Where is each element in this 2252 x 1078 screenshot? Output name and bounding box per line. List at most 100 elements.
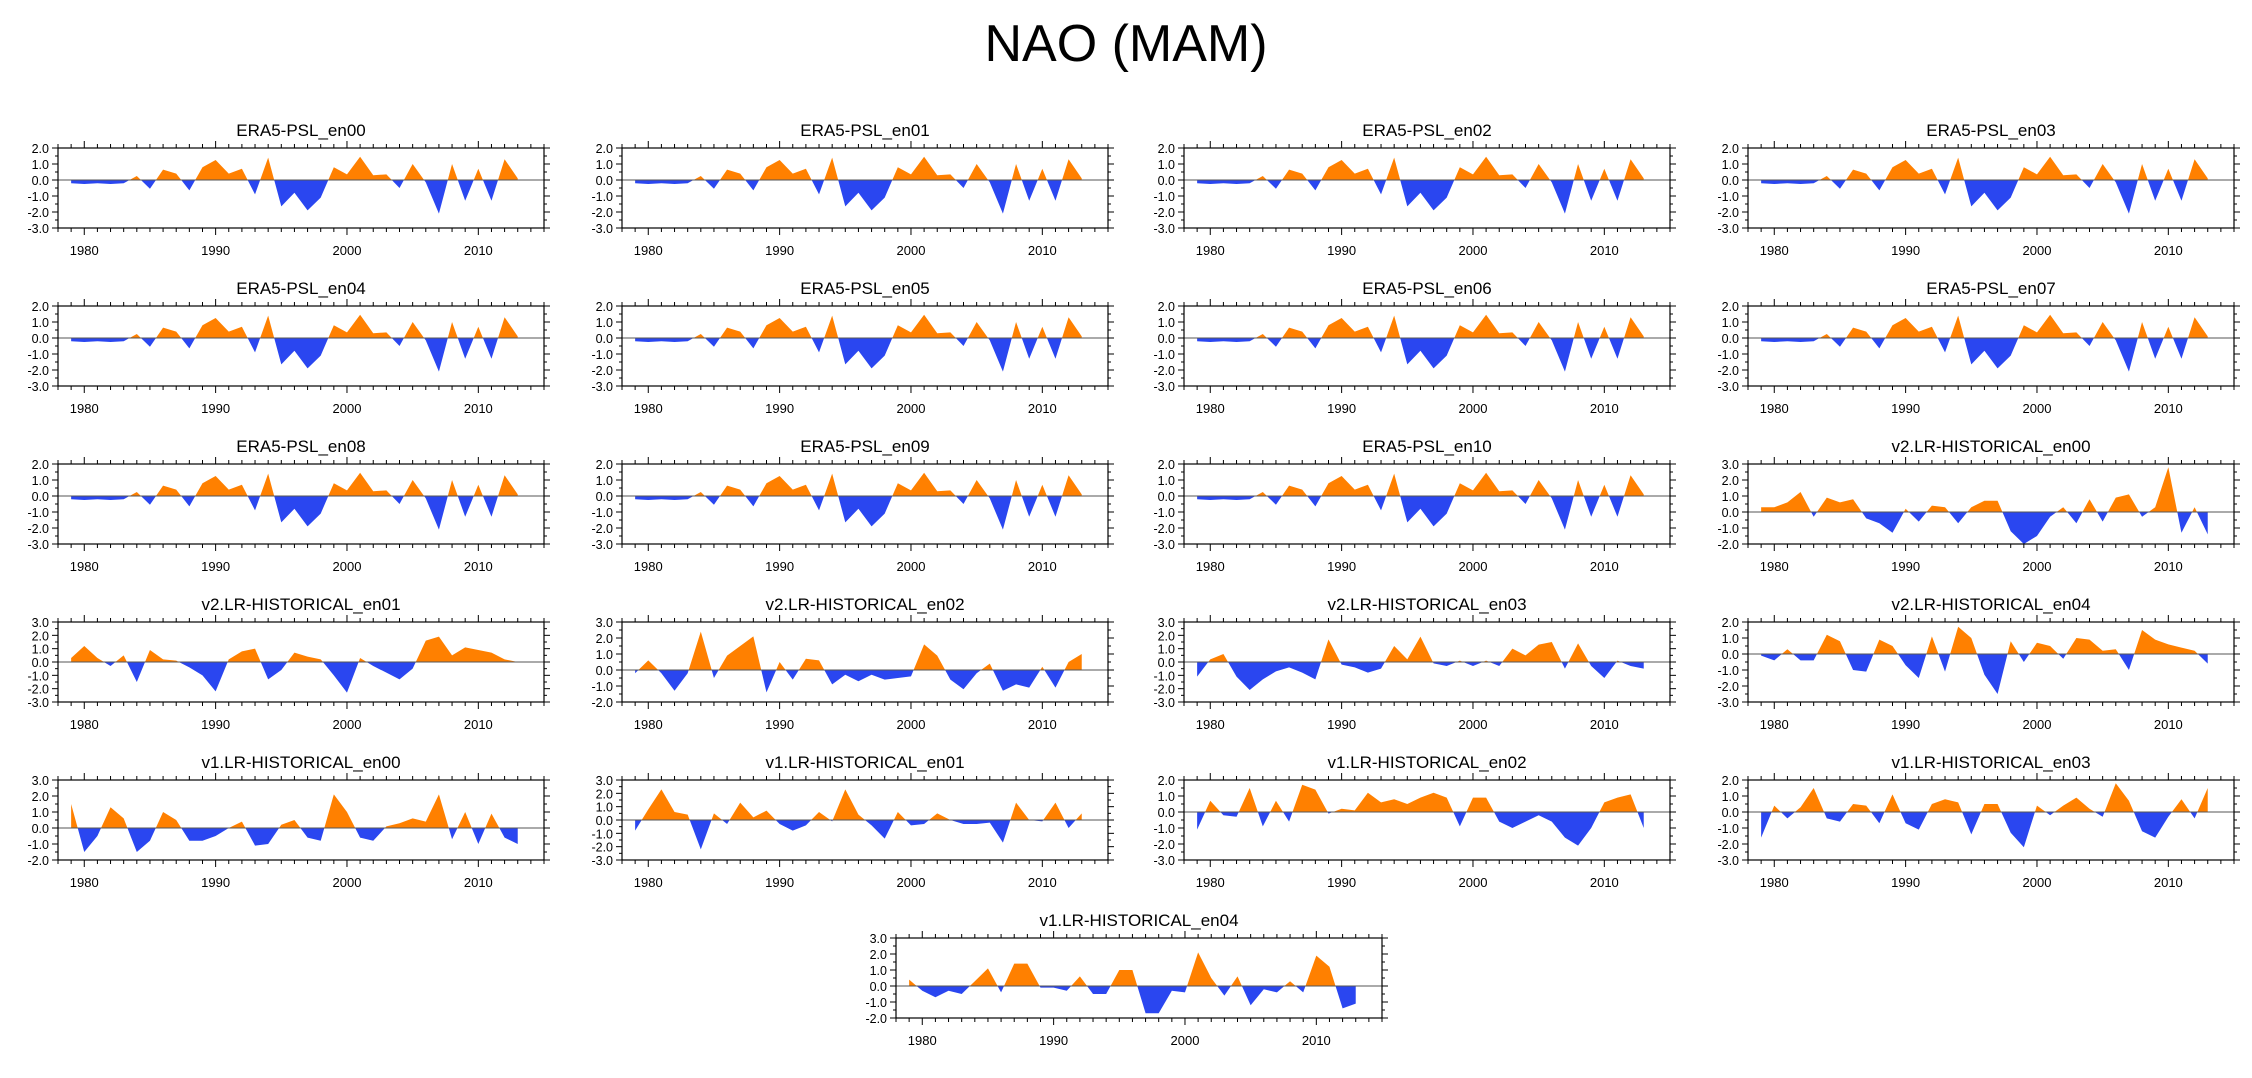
x-tick-label: 2000 bbox=[2023, 401, 2052, 416]
y-tick-label: 2.0 bbox=[596, 300, 613, 314]
y-tick-label: 1.0 bbox=[1722, 790, 1739, 804]
y-tick-label: 1.0 bbox=[1158, 474, 1175, 488]
y-tick-label: 0.0 bbox=[1722, 806, 1739, 820]
panel-title: v1.LR-HISTORICAL_en02 bbox=[1327, 753, 1526, 772]
x-tick-label: 1980 bbox=[634, 875, 663, 890]
negative-area bbox=[1761, 338, 2189, 372]
y-tick-label: -2.0 bbox=[1717, 680, 1739, 694]
y-tick-label: 1.0 bbox=[1158, 643, 1175, 657]
y-tick-label: 0.0 bbox=[596, 664, 613, 678]
x-tick-label: 2010 bbox=[1028, 875, 1057, 890]
y-tick-label: -2.0 bbox=[591, 522, 613, 536]
x-tick-label: 1980 bbox=[908, 1033, 937, 1048]
y-tick-label: 3.0 bbox=[32, 616, 49, 630]
panel-v1.LR-HISTORICAL_en03: v1.LR-HISTORICAL_en03 2.0 1.0 0.0 -1.0 -2.0 -3… bbox=[1717, 753, 2240, 890]
negative-area bbox=[1761, 812, 2198, 848]
x-tick-label: 1980 bbox=[1196, 717, 1225, 732]
y-tick-label: 0.0 bbox=[1158, 490, 1175, 504]
y-tick-label: 1.0 bbox=[1722, 490, 1739, 504]
panel-ERA5-PSL_en00: ERA5-PSL_en00 2.0 1.0 0.0 -1.0 -2.0 -3.0 1980 19… bbox=[27, 121, 550, 258]
x-tick-label: 1990 bbox=[1891, 401, 1920, 416]
y-tick-label: -2.0 bbox=[27, 364, 49, 378]
x-tick-label: 2000 bbox=[1459, 717, 1488, 732]
negative-area bbox=[635, 670, 1065, 693]
y-tick-label: -3.0 bbox=[591, 538, 613, 552]
y-tick-label: -1.0 bbox=[1153, 506, 1175, 520]
positive-area bbox=[129, 156, 518, 180]
x-tick-label: 1980 bbox=[1196, 875, 1225, 890]
y-tick-label: -2.0 bbox=[27, 683, 49, 697]
y-tick-label: 2.0 bbox=[32, 629, 49, 643]
x-tick-label: 1980 bbox=[70, 875, 99, 890]
panel-v2.LR-HISTORICAL_en01: v2.LR-HISTORICAL_en01 3.02.01.00.0-1.0-2.… bbox=[27, 595, 550, 732]
y-tick-label: 0.0 bbox=[1158, 806, 1175, 820]
x-tick-label: 1980 bbox=[634, 243, 663, 258]
y-tick-label: -3.0 bbox=[1153, 854, 1175, 868]
panel-title: ERA5-PSL_en02 bbox=[1362, 121, 1491, 140]
positive-area bbox=[1771, 783, 2208, 812]
negative-area bbox=[635, 180, 1063, 214]
y-tick-label: 3.0 bbox=[1158, 616, 1175, 630]
negative-area bbox=[1761, 180, 2189, 214]
x-tick-label: 1990 bbox=[1327, 243, 1356, 258]
y-tick-label: 0.0 bbox=[1722, 332, 1739, 346]
x-tick-label: 2010 bbox=[2154, 243, 2183, 258]
y-tick-label: -2.0 bbox=[1153, 838, 1175, 852]
x-tick-label: 2000 bbox=[333, 717, 362, 732]
x-tick-label: 1990 bbox=[765, 401, 794, 416]
x-tick-label: 1980 bbox=[70, 559, 99, 574]
y-tick-label: -3.0 bbox=[1717, 854, 1739, 868]
y-tick-label: 1.0 bbox=[32, 474, 49, 488]
y-tick-label: 1.0 bbox=[870, 964, 887, 978]
y-tick-label: -2.0 bbox=[1717, 538, 1739, 552]
x-tick-label: 2010 bbox=[1590, 559, 1619, 574]
negative-area bbox=[635, 820, 1076, 850]
x-tick-label: 2000 bbox=[1459, 401, 1488, 416]
y-tick-label: 2.0 bbox=[1158, 142, 1175, 156]
x-tick-label: 1980 bbox=[1760, 875, 1789, 890]
x-tick-label: 1980 bbox=[1760, 717, 1789, 732]
panel-title: ERA5-PSL_en07 bbox=[1926, 279, 2055, 298]
x-tick-label: 1980 bbox=[1760, 401, 1789, 416]
x-tick-label: 2000 bbox=[2023, 875, 2052, 890]
panel-title: ERA5-PSL_en03 bbox=[1926, 121, 2055, 140]
y-tick-label: -2.0 bbox=[591, 364, 613, 378]
x-tick-label: 1980 bbox=[634, 401, 663, 416]
negative-area bbox=[1197, 496, 1625, 530]
y-tick-label: -1.0 bbox=[591, 827, 613, 841]
x-tick-label: 1980 bbox=[70, 401, 99, 416]
positive-area bbox=[693, 314, 1082, 338]
y-tick-label: 2.0 bbox=[1722, 616, 1739, 630]
x-tick-label: 1980 bbox=[634, 717, 663, 732]
y-tick-label: 2.0 bbox=[870, 948, 887, 962]
positive-area bbox=[71, 636, 518, 662]
y-tick-label: -2.0 bbox=[27, 854, 49, 868]
y-tick-label: 1.0 bbox=[1722, 316, 1739, 330]
y-tick-label: -3.0 bbox=[1153, 222, 1175, 236]
panel-title: v2.LR-HISTORICAL_en02 bbox=[765, 595, 964, 614]
negative-area bbox=[103, 662, 416, 693]
x-tick-label: 2010 bbox=[464, 875, 493, 890]
y-tick-label: -1.0 bbox=[591, 190, 613, 204]
panel-title: ERA5-PSL_en08 bbox=[236, 437, 365, 456]
x-tick-label: 2010 bbox=[1590, 243, 1619, 258]
y-tick-label: -1.0 bbox=[1153, 348, 1175, 362]
positive-area bbox=[1255, 156, 1644, 180]
x-tick-label: 1990 bbox=[201, 875, 230, 890]
positive-area bbox=[693, 156, 1082, 180]
y-tick-label: 1.0 bbox=[596, 316, 613, 330]
y-tick-label: 0.0 bbox=[1158, 174, 1175, 188]
y-tick-label: -2.0 bbox=[591, 696, 613, 710]
y-tick-label: -3.0 bbox=[1153, 538, 1175, 552]
y-tick-label: 3.0 bbox=[32, 774, 49, 788]
y-tick-label: 1.0 bbox=[596, 474, 613, 488]
y-tick-label: 1.0 bbox=[1722, 158, 1739, 172]
x-tick-label: 2010 bbox=[2154, 401, 2183, 416]
negative-area bbox=[1197, 662, 1644, 690]
y-tick-label: -1.0 bbox=[1717, 664, 1739, 678]
x-tick-label: 2000 bbox=[333, 875, 362, 890]
y-tick-label: -3.0 bbox=[27, 538, 49, 552]
x-tick-label: 2000 bbox=[1459, 875, 1488, 890]
negative-area bbox=[1811, 512, 2208, 544]
x-tick-label: 2010 bbox=[464, 559, 493, 574]
